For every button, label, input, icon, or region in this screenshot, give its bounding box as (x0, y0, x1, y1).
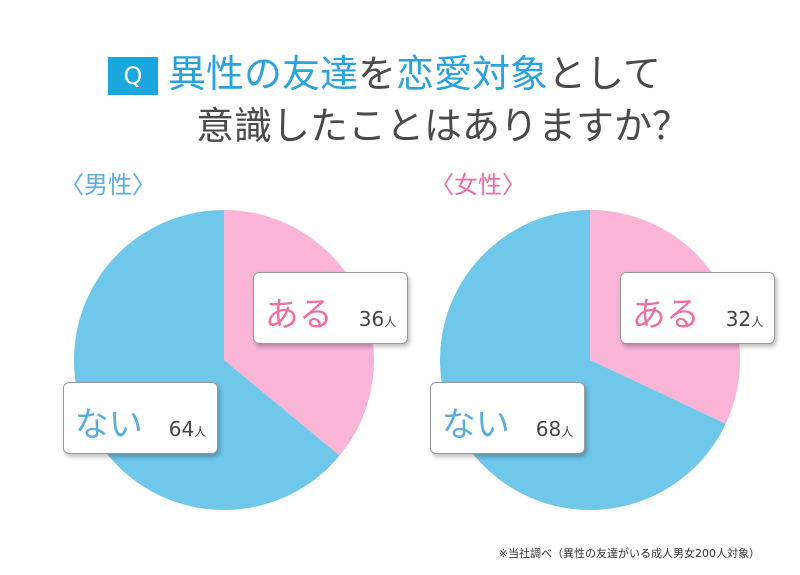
male-yes-unit: 人 (384, 315, 397, 329)
question-title-line1: 異性の友達を恋愛対象として (168, 48, 661, 100)
female-callout-no: ない 68 人 (430, 382, 585, 454)
male-no-label: ない (74, 405, 143, 445)
male-callout-yes: ある 36 人 (253, 272, 408, 344)
male-yes-label: ある (264, 295, 333, 335)
female-no-unit: 人 (561, 425, 574, 439)
male-chart-title: 〈男性〉 (60, 171, 156, 199)
male-callout-no: ない 64 人 (63, 382, 218, 454)
title-particle: を (358, 52, 397, 96)
female-callout-yes: ある 32 人 (620, 272, 775, 344)
footnote: ※当社調べ（異性の友達がいる成人男女200人対象） (498, 547, 760, 560)
female-pie-chart (440, 210, 740, 510)
female-chart-title: 〈女性〉 (430, 171, 526, 199)
title-suffix: として (548, 52, 661, 96)
male-no-value: 64 (168, 417, 195, 441)
male-yes-value: 36 (358, 307, 385, 331)
title-highlight-love: 恋愛対象 (396, 52, 549, 96)
question-badge: Q (108, 57, 158, 95)
female-yes-unit: 人 (751, 315, 764, 329)
male-pie-chart (74, 210, 375, 510)
question-title-line2: 意識したことはありますか？ (196, 104, 691, 148)
female-yes-value: 32 (725, 307, 752, 331)
title-highlight-friend: 異性の友達 (168, 52, 359, 96)
male-no-unit: 人 (194, 425, 207, 439)
female-yes-label: ある (631, 295, 700, 335)
female-no-value: 68 (535, 417, 562, 441)
female-no-label: ない (441, 405, 510, 445)
